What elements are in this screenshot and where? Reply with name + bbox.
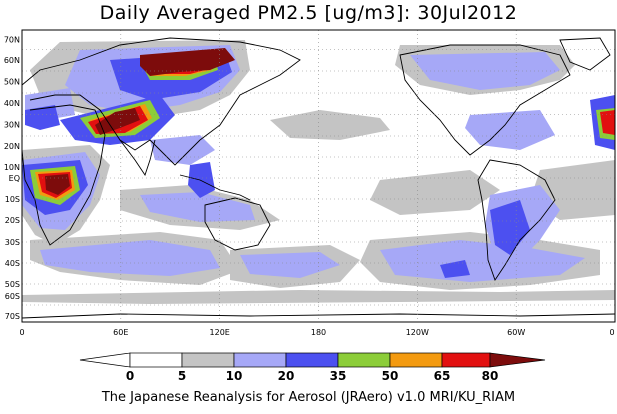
lat-label: 20S [5, 216, 20, 225]
pm25-level-80-plus [45, 48, 235, 195]
colorbar-arrow-right [489, 352, 546, 368]
lon-label: 120E [210, 328, 230, 337]
colorbar-segment [389, 352, 443, 368]
lon-label: 60W [507, 328, 525, 337]
colorbar-segment [285, 352, 339, 368]
lon-label: 0 [609, 328, 614, 337]
lat-axis: 70N 60N 50N 40N 30N 20N 10N EQ 10S 20S 3… [4, 36, 20, 322]
colorbar: 0 5 10 20 35 50 65 80 [79, 352, 546, 383]
colorbar-segment [233, 352, 287, 368]
colorbar-tick: 0 [126, 369, 134, 383]
lon-label: 180 [311, 328, 326, 337]
lon-label: 60E [113, 328, 128, 337]
lat-label: 30S [5, 238, 20, 247]
lat-label: 30N [4, 121, 20, 130]
graticule [22, 30, 615, 322]
lon-label: 0 [19, 328, 24, 337]
colorbar-tick: 20 [278, 369, 295, 383]
colorbar-segment [181, 352, 235, 368]
colorbar-segment [337, 352, 391, 368]
colorbar-tick: 35 [330, 369, 347, 383]
coastlines [22, 37, 615, 319]
lat-label: EQ [9, 174, 20, 183]
lat-label: 70N [4, 36, 20, 45]
lon-axis: 0 60E 120E 180 120W 60W 0 [19, 328, 614, 337]
lat-label: 70S [5, 312, 20, 321]
map-frame [21, 29, 616, 323]
lat-label: 10S [5, 195, 20, 204]
colorbar-tick: 80 [482, 369, 499, 383]
colorbar-tick: 5 [178, 369, 186, 383]
lat-label: 50N [4, 78, 20, 87]
lat-label: 40S [5, 259, 20, 268]
colorbar-tick: 10 [226, 369, 243, 383]
colorbar-tick: 50 [382, 369, 399, 383]
pm25-field [22, 30, 615, 322]
lon-label: 120W [406, 328, 429, 337]
colorbar-segment [441, 352, 491, 368]
footer-credit: The Japanese Reanalysis for Aerosol (JRA… [101, 390, 516, 405]
lat-label: 60S [5, 292, 20, 301]
lat-label: 60N [4, 56, 20, 65]
colorbar-tick: 65 [434, 369, 451, 383]
lat-label: 50S [5, 280, 20, 289]
lat-label: 40N [4, 99, 20, 108]
lat-label: 20N [4, 142, 20, 151]
map-title: Daily Averaged PM2.5 [ug/m3]: 30Jul2012 [99, 2, 518, 24]
colorbar-segment [129, 352, 183, 368]
colorbar-arrow-left [79, 352, 131, 368]
lat-label: 10N [4, 163, 20, 172]
